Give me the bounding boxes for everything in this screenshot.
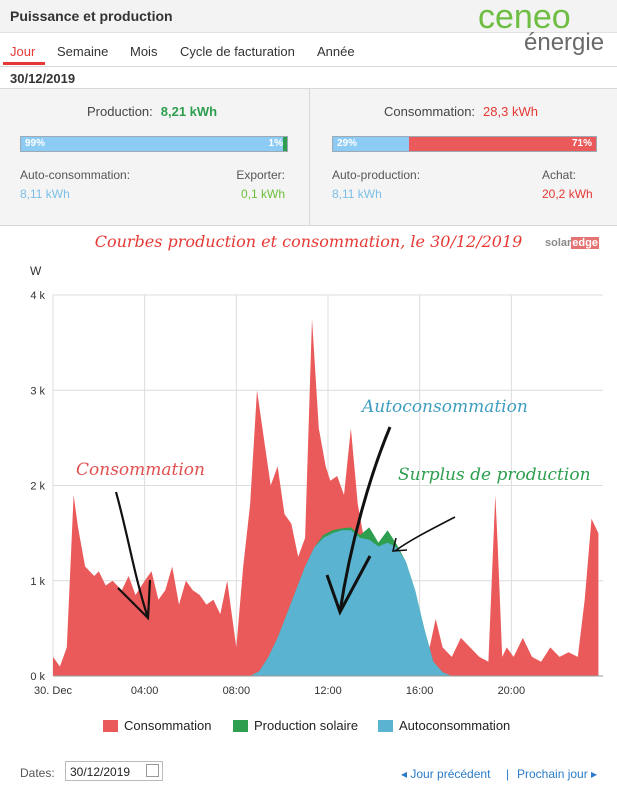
energy-summary: Production: 8,21 kWh 99% 1% Auto-consomma… bbox=[0, 88, 617, 226]
annotation-consommation: Consommation bbox=[76, 460, 205, 480]
dates-label: Dates: bbox=[20, 766, 55, 780]
y-axis-label: W bbox=[30, 264, 42, 278]
date-input[interactable]: 30/12/2019 bbox=[65, 761, 163, 781]
legend-swatch-self bbox=[378, 720, 393, 732]
arrow-autoconsommation bbox=[325, 426, 392, 616]
tab-year[interactable]: Année bbox=[317, 44, 355, 59]
consumption-bar-self: 29% bbox=[333, 137, 410, 151]
x-tick-label: 16:00 bbox=[406, 685, 434, 695]
consumption-bar: 29% 71% bbox=[332, 136, 597, 152]
consumption-value: 28,3 kWh bbox=[483, 104, 538, 119]
production-bar-export bbox=[283, 137, 287, 151]
self-consumption-label: Auto-consommation: bbox=[20, 168, 131, 182]
legend-production[interactable]: Production solaire bbox=[233, 718, 358, 733]
production-bar-export-label: 1% bbox=[268, 138, 283, 149]
x-tick-label: 04:00 bbox=[131, 685, 159, 695]
y-tick-label: 1 k bbox=[30, 576, 45, 588]
summary-divider bbox=[309, 89, 310, 225]
tabs-divider bbox=[0, 66, 617, 67]
consumption-heading: Consommation: 28,3 kWh bbox=[384, 104, 538, 119]
chart-annotation-title: Courbes production et consommation, le 3… bbox=[94, 232, 523, 251]
logo-top: ceneo bbox=[478, 0, 571, 36]
y-tick-label: 0 k bbox=[30, 671, 45, 683]
production-bar-self: 99% bbox=[21, 137, 285, 151]
selected-date: 30/12/2019 bbox=[10, 71, 76, 86]
chart-axes: 0 k 1 k 2 k 3 k 4 k 30. Dec 04:00 08:00 12:00 16:… bbox=[30, 290, 603, 695]
x-tick-label: 30. Dec bbox=[34, 685, 72, 695]
legend-self-consumption[interactable]: Autoconsommation bbox=[378, 718, 510, 733]
arrow-surplus bbox=[391, 516, 456, 552]
area-autoconsommation bbox=[250, 530, 452, 676]
production-bar: 99% 1% bbox=[20, 136, 288, 152]
active-tab-indicator bbox=[3, 62, 45, 65]
tab-day[interactable]: Jour bbox=[10, 44, 36, 59]
area-consommation bbox=[53, 318, 599, 676]
ceneo-logo: ceneo énergie bbox=[478, 0, 604, 56]
chevron-left-icon: ◂ bbox=[401, 767, 411, 781]
x-tick-label: 20:00 bbox=[498, 685, 526, 695]
arrow-consommation bbox=[114, 491, 152, 621]
date-input-value: 30/12/2019 bbox=[70, 765, 131, 779]
consumption-bar-purchase: 71% bbox=[409, 137, 596, 151]
x-tick-label: 12:00 bbox=[314, 685, 342, 695]
production-heading: Production: 8,21 kWh bbox=[87, 104, 217, 119]
y-tick-label: 4 k bbox=[30, 290, 45, 302]
tab-week[interactable]: Semaine bbox=[57, 44, 109, 59]
export-value: 0,1 kWh bbox=[240, 187, 285, 201]
self-consumption-value: 8,11 kWh bbox=[20, 187, 70, 201]
period-tabs: Jour Semaine Mois Cycle de facturation A… bbox=[0, 36, 617, 68]
y-tick-label: 2 k bbox=[30, 481, 45, 493]
previous-day-link[interactable]: ◂ Jour précédent bbox=[401, 767, 491, 781]
legend-swatch-consumption bbox=[103, 720, 118, 732]
legend-consumption[interactable]: Consommation bbox=[103, 718, 211, 733]
next-day-link[interactable]: Prochain jour ▸ bbox=[517, 767, 598, 781]
page-title: Puissance et production bbox=[10, 8, 173, 24]
tab-month[interactable]: Mois bbox=[130, 44, 158, 59]
purchase-value: 20,2 kWh bbox=[542, 187, 593, 201]
nav-separator: | bbox=[506, 767, 510, 781]
logo-bottom: énergie bbox=[524, 29, 604, 56]
chevron-right-icon: ▸ bbox=[587, 767, 598, 781]
tab-billing-cycle[interactable]: Cycle de facturation bbox=[180, 44, 295, 59]
production-label: Production: bbox=[87, 104, 153, 119]
production-value: 8,21 kWh bbox=[160, 104, 218, 119]
solaredge-logo: solaredge bbox=[545, 237, 599, 249]
power-chart: 0 k 1 k 2 k 3 k 4 k 30. Dec 04:00 08:00 12:00 16:… bbox=[30, 264, 603, 695]
legend-swatch-production bbox=[233, 720, 248, 732]
annotation-surplus: Surplus de production bbox=[398, 465, 591, 485]
export-label: Exporter: bbox=[236, 168, 285, 182]
consumption-label: Consommation: bbox=[384, 104, 476, 119]
self-production-label: Auto-production: bbox=[332, 168, 421, 182]
y-tick-label: 3 k bbox=[30, 385, 45, 397]
chart-areas bbox=[53, 318, 599, 676]
x-tick-label: 08:00 bbox=[223, 685, 251, 695]
calendar-icon[interactable] bbox=[146, 764, 159, 777]
annotation-autoconsommation: Autoconsommation bbox=[360, 397, 528, 417]
purchase-label: Achat: bbox=[542, 168, 577, 182]
self-production-value: 8,11 kWh bbox=[332, 187, 382, 201]
title-bar: Puissance et production bbox=[0, 0, 617, 33]
